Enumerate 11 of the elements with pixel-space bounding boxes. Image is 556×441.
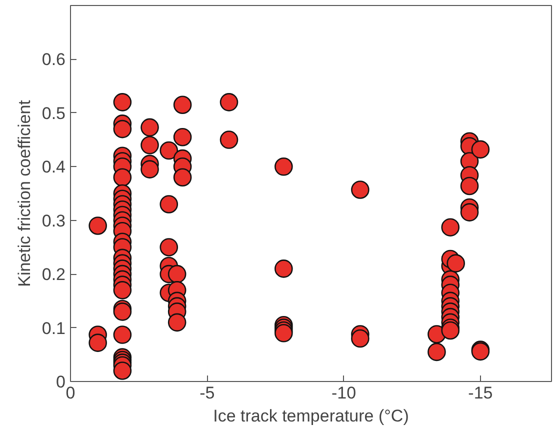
x-tick-label: -5	[200, 384, 215, 402]
y-tick-label: 0.5	[42, 104, 66, 123]
x-tick-label: -15	[468, 384, 493, 402]
y-tick-label: 0.6	[42, 50, 66, 70]
y-tick-label: 0.2	[42, 265, 66, 284]
y-tick-label: 0.3	[42, 211, 66, 230]
x-axis-title: Ice track temperature (°C)	[213, 406, 409, 426]
y-tick-label: 0.4	[42, 158, 66, 177]
x-tick-label: -10	[332, 384, 356, 402]
y-axis-title: Kinetic friction coefficient	[14, 100, 34, 287]
y-tick-label: 0.1	[42, 318, 66, 338]
